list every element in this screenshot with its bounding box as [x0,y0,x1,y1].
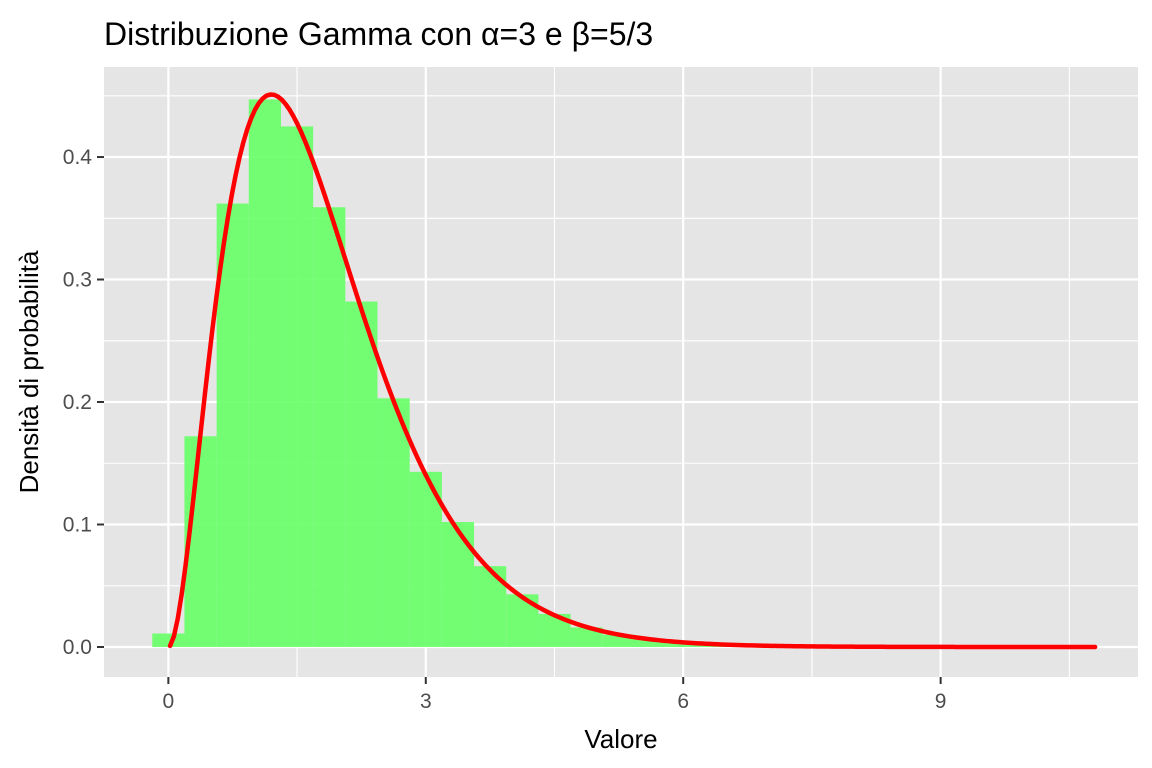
x-tick-label: 6 [677,690,689,713]
x-axis-title: Valore [584,724,657,754]
histogram-bar [570,627,603,647]
histogram-bar [409,471,442,647]
histogram-bar [634,639,668,647]
density-curve [167,92,1098,650]
histogram-bar [345,301,378,647]
x-axis: 0 3 6 9 [163,677,947,713]
x-tick-label: 9 [935,690,947,713]
y-tick-label: 0.2 [63,391,92,414]
y-tick-label: 0.3 [63,269,92,292]
histogram-bars [152,99,796,647]
y-tick-label: 0.0 [63,636,92,659]
x-tick-label: 0 [163,690,175,713]
histogram-bar [248,99,281,647]
histogram-bar [152,633,185,647]
y-axis-title: Densità di probabilità [14,250,44,493]
histogram-bar [280,126,314,647]
chart-title: Distribuzione Gamma con α=3 e β=5/3 [104,16,653,52]
y-tick-label: 0.4 [63,146,93,169]
y-tick-label: 0.1 [63,514,92,537]
y-axis: 0.0 0.1 0.2 0.3 0.4 [63,146,104,659]
histogram-bar [313,207,346,647]
x-tick-label: 3 [420,690,432,713]
histogram-bar [377,398,410,647]
histogram-bar [216,203,249,647]
histogram-bar [441,522,475,647]
